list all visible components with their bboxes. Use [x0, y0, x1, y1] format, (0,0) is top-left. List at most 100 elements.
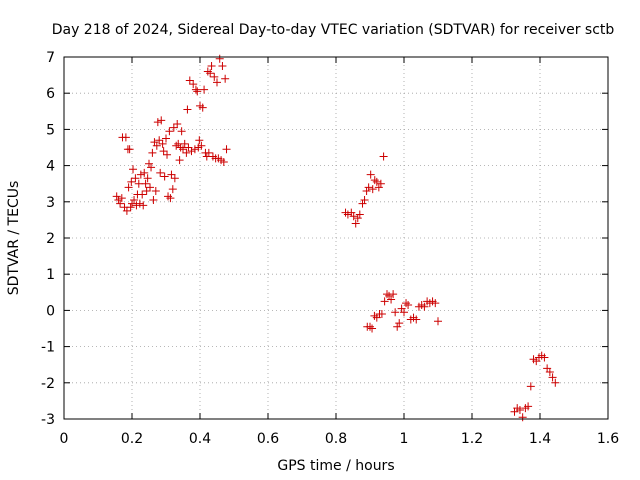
data-point-plus-marker: [197, 141, 206, 150]
data-point-plus-marker: [358, 199, 367, 208]
data-point-plus-marker: [136, 170, 145, 179]
y-tick-label: 0: [46, 303, 55, 319]
y-tick-label: -1: [41, 340, 55, 356]
data-point-plus-marker: [368, 324, 377, 333]
data-point-plus-marker: [191, 85, 200, 94]
data-point-plus-marker: [153, 118, 162, 127]
data-point-plus-marker: [148, 148, 157, 157]
data-point-plus-marker: [128, 199, 136, 208]
data-point-plus-marker: [515, 405, 524, 414]
data-point-plus-marker: [349, 212, 358, 221]
x-tick-label: 0: [60, 431, 69, 447]
x-tick-label: 0.8: [325, 431, 347, 447]
data-point-plus-marker: [147, 163, 156, 172]
data-point-plus-marker: [138, 190, 147, 199]
data-point-plus-marker: [183, 105, 192, 114]
data-point-plus-marker: [385, 291, 394, 300]
data-point-plus-marker: [524, 402, 533, 411]
data-point-plus-marker: [151, 186, 160, 195]
data-point-plus-marker: [222, 145, 231, 154]
data-point-plus-marker: [187, 147, 196, 156]
data-points: [112, 54, 560, 422]
data-point-plus-marker: [219, 157, 228, 166]
data-point-plus-marker: [130, 195, 139, 204]
data-point-plus-marker: [204, 148, 213, 157]
data-point-plus-marker: [168, 185, 177, 194]
data-point-plus-marker: [545, 367, 554, 376]
data-point-plus-marker: [131, 174, 140, 183]
data-point-plus-marker: [140, 168, 149, 177]
data-point-plus-marker: [159, 147, 168, 156]
data-point-plus-marker: [157, 116, 166, 125]
data-point-plus-marker: [135, 199, 144, 208]
y-tick-label: 7: [46, 50, 55, 66]
data-point-plus-marker: [163, 150, 172, 159]
data-point-plus-marker: [366, 322, 374, 331]
data-point-plus-marker: [116, 199, 125, 208]
data-point-plus-marker: [170, 174, 179, 183]
x-tick-label: 0.6: [257, 431, 279, 447]
data-point-plus-marker: [117, 194, 126, 203]
data-point-plus-marker: [404, 300, 413, 309]
data-point-plus-marker: [526, 382, 535, 391]
data-point-plus-marker: [126, 203, 135, 212]
data-point-plus-marker: [370, 176, 379, 185]
data-point-plus-marker: [379, 152, 388, 161]
data-point-plus-marker: [518, 413, 527, 422]
data-point-plus-marker: [127, 177, 136, 186]
data-point-plus-marker: [372, 177, 381, 186]
data-point-plus-marker: [167, 170, 176, 179]
y-tick-labels: -3 -2 -1 0 1 2 3 4 5 6 7: [41, 50, 55, 428]
x-tick-label: 1.4: [529, 431, 551, 447]
data-point-plus-marker: [182, 148, 191, 157]
data-point-plus-marker: [362, 186, 371, 195]
data-point-plus-marker: [175, 156, 184, 165]
data-point-plus-marker: [218, 62, 227, 71]
data-point-plus-marker: [177, 127, 186, 136]
data-point-plus-marker: [162, 134, 170, 143]
x-axis-label: GPS time / hours: [277, 458, 394, 474]
plot-frame: [63, 56, 609, 420]
data-point-plus-marker: [173, 119, 182, 128]
data-point-plus-marker: [190, 145, 199, 154]
data-point-plus-marker: [165, 127, 174, 136]
y-tick-label: 4: [46, 159, 55, 175]
y-tick-label: 1: [46, 267, 55, 283]
data-point-plus-marker: [207, 62, 216, 71]
data-point-plus-marker: [200, 85, 209, 94]
y-tick-label: 2: [46, 231, 55, 247]
data-point-plus-marker: [143, 174, 152, 183]
data-point-plus-marker: [155, 136, 164, 145]
data-point-plus-marker: [389, 290, 398, 299]
data-point-plus-marker: [134, 179, 143, 188]
data-point-plus-marker: [185, 76, 194, 85]
data-point-plus-marker: [141, 179, 150, 188]
x-tick-labels: 0 0.2 0.4 0.6 0.8 1 1.2 1.4 1.6: [60, 431, 620, 447]
data-point-plus-marker: [540, 353, 549, 362]
data-point-plus-marker: [129, 165, 138, 174]
grid-lines: [64, 57, 608, 419]
y-tick-label: -3: [41, 412, 55, 428]
data-point-plus-marker: [420, 302, 429, 311]
x-tick-label: 1: [400, 431, 409, 447]
data-point-plus-marker: [366, 170, 375, 179]
data-point-plus-marker: [124, 183, 133, 192]
data-point-plus-marker: [343, 210, 352, 219]
data-point-plus-marker: [210, 72, 219, 81]
data-point-plus-marker: [114, 195, 123, 204]
data-point-plus-marker: [387, 295, 396, 304]
y-tick-label: 6: [46, 86, 55, 102]
data-point-plus-marker: [193, 87, 202, 96]
data-point-plus-marker: [434, 317, 442, 326]
x-tick-label: 0.4: [189, 431, 211, 447]
y-tick-label: 5: [46, 122, 55, 138]
data-point-plus-marker: [391, 308, 400, 317]
data-point-plus-marker: [412, 315, 421, 324]
y-axis-label: SDTVAR / TECUs: [6, 181, 22, 296]
data-point-plus-marker: [156, 168, 165, 177]
data-point-plus-marker: [180, 139, 189, 148]
data-point-plus-marker: [351, 219, 360, 228]
data-point-plus-marker: [158, 139, 167, 148]
data-point-plus-marker: [146, 183, 155, 192]
